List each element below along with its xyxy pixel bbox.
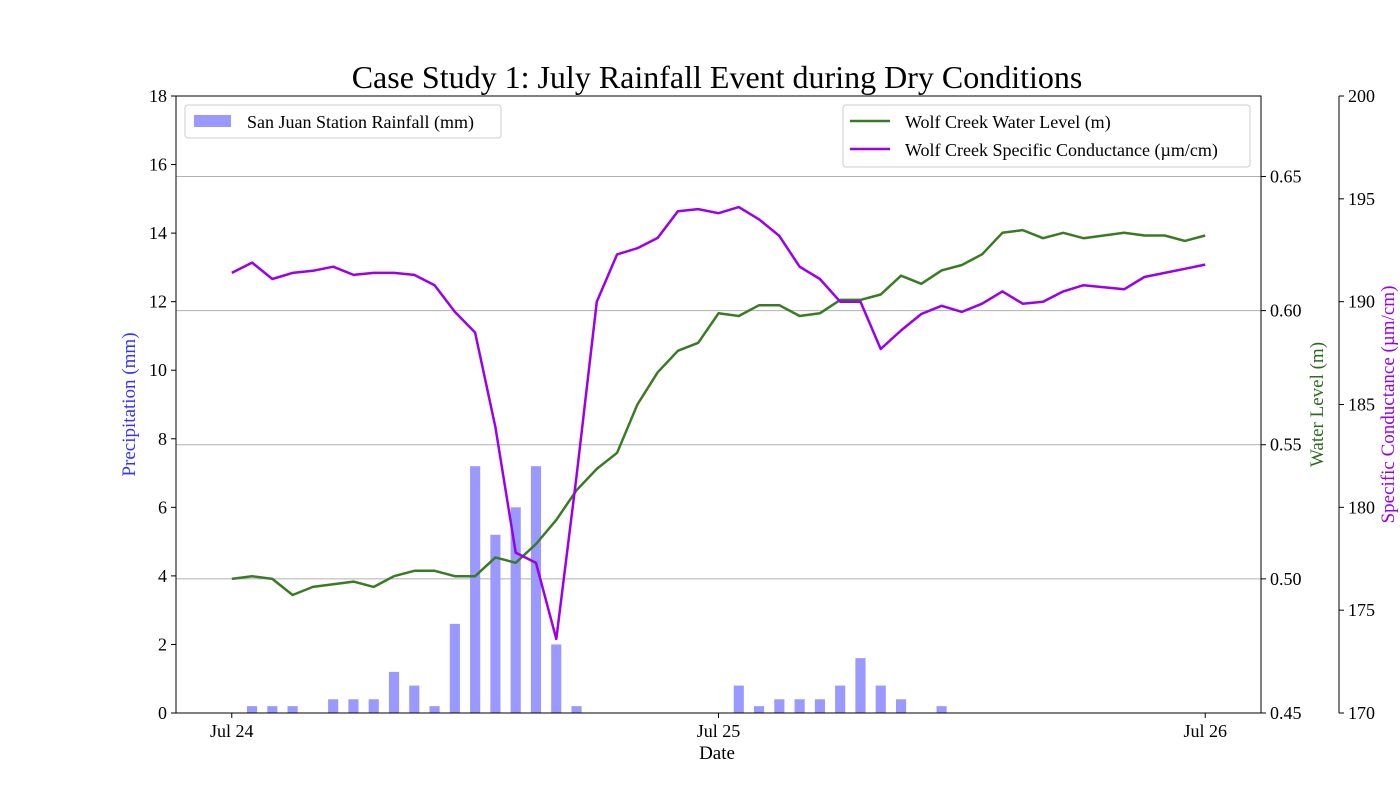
rainfall-bar [368, 699, 379, 713]
y-tick-label-precipitation: 12 [149, 292, 167, 312]
rainfall-bar [875, 685, 886, 713]
legend-label-rainfall: San Juan Station Rainfall (mm) [247, 112, 474, 133]
conductance-line [231, 205, 1206, 641]
series-lines [231, 205, 1206, 641]
y-tick-label-precipitation: 10 [149, 360, 167, 380]
y-tick-label-precipitation: 16 [149, 155, 167, 175]
legend-swatch-rainfall [194, 115, 231, 127]
rainfall-bar [449, 623, 460, 713]
y-tick-label-conductance: 185 [1348, 395, 1375, 415]
x-tick-label: Jul 26 [1183, 721, 1227, 741]
rainfall-bar [388, 671, 400, 713]
rainfall-bar [855, 658, 866, 713]
y-tick-label-water-level: 0.45 [1270, 703, 1302, 723]
legend-box-rainfall [184, 104, 502, 139]
x-tick-label: Jul 24 [210, 721, 254, 741]
rainfall-bar [429, 706, 440, 713]
plot-frame [175, 95, 1262, 714]
y-tick-label-precipitation: 14 [149, 223, 167, 243]
rainfall-bar [794, 699, 805, 713]
y-tick-label-precipitation: 2 [158, 634, 167, 654]
x-axis-title: Date [699, 743, 735, 764]
rainfall-bar [774, 699, 785, 713]
y-tick-label-precipitation: 6 [158, 497, 167, 517]
legends: San Juan Station Rainfall (mm) Wolf Creek… [184, 104, 1251, 168]
y-tick-label-precipitation: 0 [158, 703, 167, 723]
legend-label-line: Wolf Creek Specific Conductance (µm/cm) [905, 140, 1218, 161]
rainfall-bar [287, 706, 298, 713]
y-tick-label-conductance: 200 [1348, 86, 1375, 106]
y-axis-title-conductance: Specific Conductance (µm/cm) [1378, 286, 1399, 524]
y-tick-label-conductance: 170 [1348, 703, 1375, 723]
rainfall-bars [246, 466, 947, 713]
rainfall-bar [733, 685, 744, 713]
rainfall-bar [571, 706, 582, 713]
rainfall-bar [814, 699, 825, 713]
rainfall-bar [530, 466, 542, 713]
x-tick-label: Jul 25 [697, 721, 741, 741]
y-tick-label-precipitation: 8 [158, 429, 167, 449]
y-tick-label-conductance: 175 [1348, 600, 1375, 620]
y-tick-label-water-level: 0.65 [1270, 166, 1302, 186]
chart-title: Case Study 1: July Rainfall Event during… [352, 59, 1083, 95]
rainfall-bar [470, 466, 481, 713]
rainfall-bar [348, 699, 359, 713]
axes: 0 2 4 6 8 10 12 14 16 18 0.45 0.50 0.55 0.60 0.65 170 17… [149, 86, 1375, 741]
y-tick-label-water-level: 0.60 [1270, 301, 1302, 321]
rainfall-bar [328, 699, 339, 713]
rainfall-bar [551, 644, 562, 713]
y-tick-label-conductance: 180 [1348, 497, 1375, 517]
rainfall-bar [895, 699, 907, 713]
rainfall-bar [409, 685, 420, 713]
y-tick-label-precipitation: 18 [149, 86, 167, 106]
rainfall-bar [246, 706, 258, 713]
legend-box-lines [842, 104, 1251, 168]
y-tick-label-water-level: 0.50 [1270, 569, 1302, 589]
gridlines [176, 175, 1261, 714]
water-level-line [231, 228, 1206, 597]
legend-label-line: Wolf Creek Water Level (m) [905, 112, 1111, 133]
rainfall-bar [490, 534, 501, 713]
rainfall-bar [936, 706, 947, 713]
y-tick-label-precipitation: 4 [158, 566, 167, 586]
y-axis-title-precipitation: Precipitation (mm) [119, 332, 140, 476]
rainfall-bar [753, 706, 765, 713]
y-tick-label-conductance: 195 [1348, 189, 1375, 209]
y-tick-label-water-level: 0.55 [1270, 435, 1302, 455]
y-axis-title-water-level: Water Level (m) [1307, 342, 1328, 467]
y-tick-label-conductance: 190 [1348, 292, 1375, 312]
rainfall-bar [267, 706, 278, 713]
rainfall-bar [835, 685, 846, 713]
rainfall-bar [510, 507, 521, 713]
